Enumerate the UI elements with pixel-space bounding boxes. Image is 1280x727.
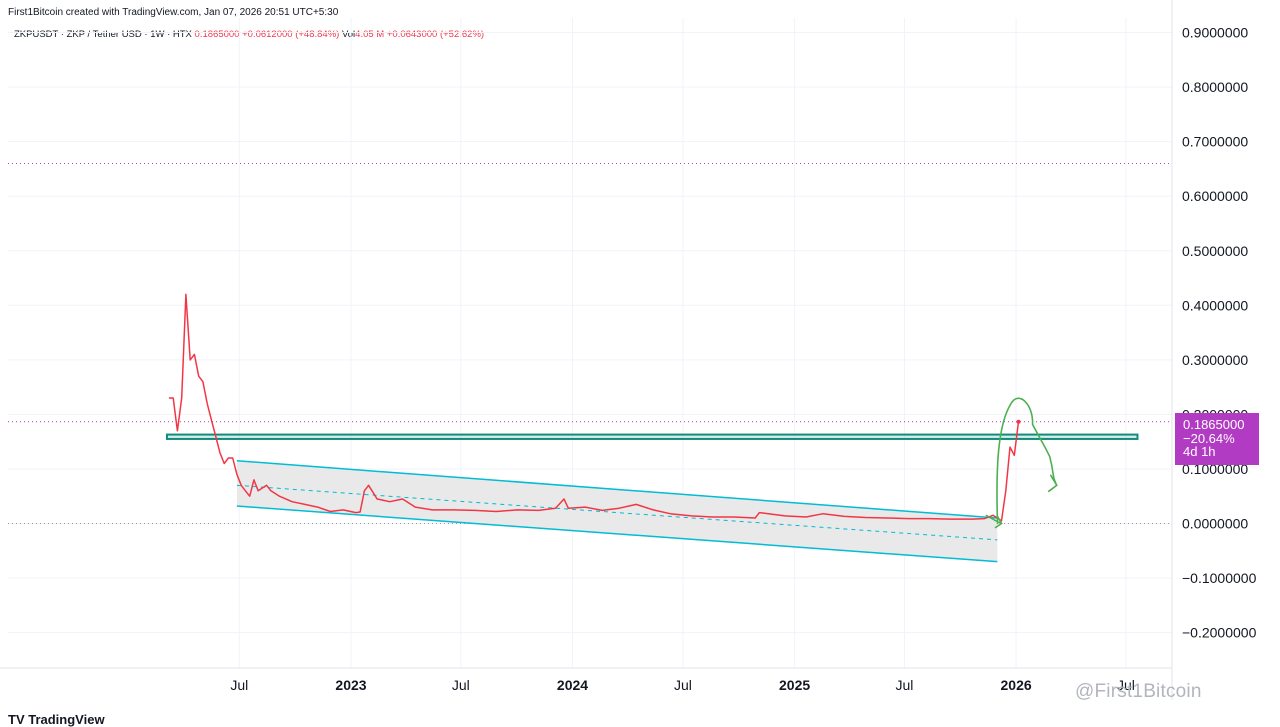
projection-drawing bbox=[985, 397, 1058, 529]
y-tick-label: 0.5000000 bbox=[1182, 243, 1248, 259]
x-tick-label: 2026 bbox=[1001, 677, 1032, 693]
x-tick-label: Jul bbox=[1117, 677, 1135, 693]
author-line: First1Bitcoin created with TradingView.c… bbox=[8, 7, 339, 18]
tag-countdown: 4d 1h bbox=[1183, 444, 1216, 459]
tag-change: −20.64% bbox=[1183, 430, 1235, 446]
current-price-tag: 0.1865000 −20.64% 4d 1h bbox=[1175, 413, 1259, 465]
channel-mid-line bbox=[236, 484, 998, 541]
last-price: 0.1865000 bbox=[194, 29, 240, 40]
watermark: @First1Bitcoin bbox=[1075, 681, 1202, 702]
y-tick-label: −0.1000000 bbox=[1182, 570, 1257, 586]
x-tick-label: Jul bbox=[895, 677, 913, 693]
y-tick-label: −0.2000000 bbox=[1182, 625, 1257, 641]
x-tick-label: 2025 bbox=[779, 677, 810, 693]
x-tick-label: 2023 bbox=[335, 677, 366, 693]
x-tick-label: Jul bbox=[230, 677, 248, 693]
symbol-legend: ZKPUSDT · ZKP / Tether USD · 1W · HTX 0.… bbox=[14, 29, 484, 40]
volume-change: +0.0643000 (+52.62%) bbox=[386, 29, 485, 40]
channel-fill bbox=[236, 460, 998, 562]
x-tick-label: Jul bbox=[674, 677, 692, 693]
x-tick-label: Jul bbox=[452, 677, 470, 693]
last-price-dot bbox=[1016, 419, 1021, 424]
volume-label: Vol bbox=[341, 29, 356, 40]
y-tick-label: 0.9000000 bbox=[1182, 25, 1248, 41]
y-tick-label: 0.4000000 bbox=[1182, 297, 1248, 313]
x-tick-label: 2024 bbox=[557, 677, 588, 693]
channel-upper-line bbox=[236, 460, 998, 519]
y-tick-label: 0.7000000 bbox=[1182, 134, 1248, 150]
y-tick-label: 0.0000000 bbox=[1182, 516, 1248, 532]
price-line bbox=[168, 293, 1020, 522]
volume-value: 4.05 M bbox=[355, 29, 385, 40]
symbol-info: ZKPUSDT · ZKP / Tether USD · 1W · HTX bbox=[14, 29, 192, 40]
y-tick-label: 0.8000000 bbox=[1182, 79, 1248, 95]
price-change: +0.0612000 (+48.84%) bbox=[242, 29, 340, 40]
y-tick-label: 0.6000000 bbox=[1182, 188, 1248, 204]
y-tick-label: 0.3000000 bbox=[1182, 352, 1248, 368]
channel-lower-line bbox=[236, 505, 998, 563]
support-zone bbox=[165, 433, 1139, 440]
tag-price: 0.1865000 bbox=[1183, 417, 1245, 432]
